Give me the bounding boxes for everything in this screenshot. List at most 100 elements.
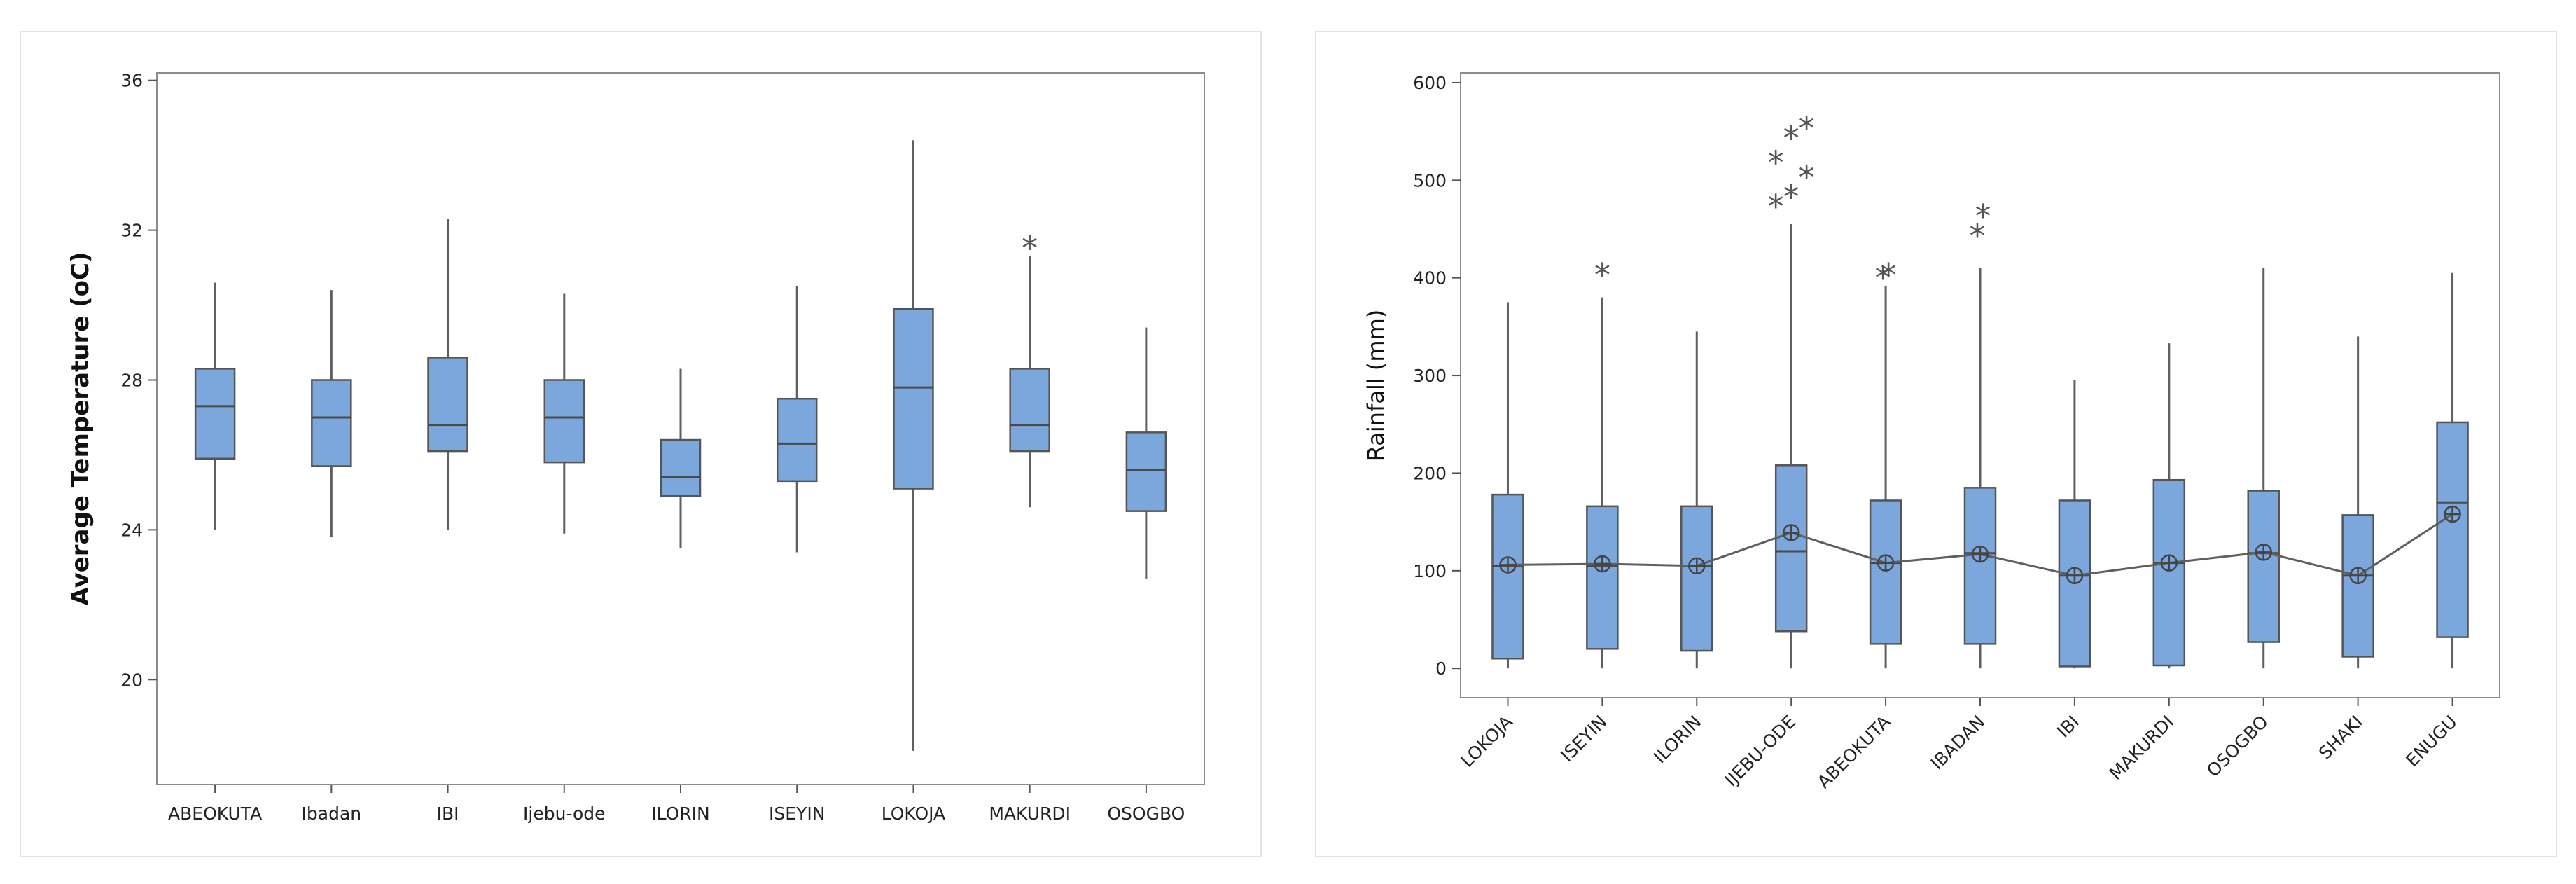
- temperature-chart-panel: 20 24 28 32 36 Average Temperature (oC) ABEOKU…: [20, 31, 1262, 857]
- x-tick-label: ISEYIN: [1557, 712, 1610, 766]
- iqr-box: [1125, 431, 1167, 512]
- box-osogbo: [2247, 268, 2280, 669]
- y-tick-label: 0: [1435, 658, 1447, 679]
- y-tick-label: 36: [120, 71, 143, 91]
- y-axis-label: Rainfall (mm): [1363, 310, 1389, 461]
- iqr-box: [2152, 478, 2186, 667]
- iqr-box: [1009, 368, 1050, 453]
- y-tick-label: 28: [120, 370, 143, 390]
- box-ibi: [2058, 380, 2091, 669]
- x-tick-label: ENUGU: [2402, 712, 2460, 771]
- iqr-box: [1963, 487, 1997, 645]
- x-tick-label: SHAKI: [2315, 712, 2367, 764]
- outlier-marker: *: [1881, 256, 1897, 294]
- mean-marker: [1782, 524, 1800, 541]
- box-ijebu-ode: * **** *: [1768, 110, 1815, 669]
- x-tick-label: LOKOJA: [882, 803, 945, 824]
- rainfall-boxplot: 0 100 200 300 400 500 600 Rainfall (mm) LOKOJA IS…: [1363, 72, 2500, 792]
- box-ibadan: [311, 290, 352, 538]
- mean-marker: [1877, 554, 1895, 572]
- y-tick-label: 24: [120, 520, 143, 540]
- iqr-box: [893, 308, 934, 490]
- iqr-box: [543, 379, 585, 464]
- mean-marker: [1971, 545, 1989, 563]
- y-tick-label: 100: [1413, 561, 1447, 581]
- iqr-box: [2247, 490, 2280, 643]
- mean-marker: [1594, 555, 1611, 573]
- iqr-box: [1869, 499, 1902, 645]
- box-shaki: [2341, 336, 2374, 669]
- outlier-marker: *: [1022, 230, 1038, 268]
- iqr-box: [1491, 493, 1524, 660]
- x-tick-label: ILORIN: [651, 803, 710, 824]
- x-tick-label: IJEBU-ODE: [1721, 712, 1800, 791]
- box-iseyin: *: [1586, 256, 1619, 669]
- x-tick-label: Ijebu-ode: [523, 803, 605, 824]
- iqr-box: [1680, 505, 1713, 652]
- y-tick-label: 400: [1413, 268, 1447, 289]
- x-tick-label: OSOGBO: [2203, 712, 2272, 781]
- rainfall-chart-panel: 0 100 200 300 400 500 600 Rainfall (mm) LOKOJA IS…: [1315, 31, 2557, 857]
- outlier-marker: *: [1799, 110, 1815, 148]
- mean-marker: [2066, 567, 2084, 585]
- box-osogbo: [1125, 327, 1167, 579]
- x-tick-label: MAKURDI: [2105, 712, 2178, 784]
- outlier-marker: *: [1594, 256, 1610, 294]
- y-tick-label: 500: [1413, 170, 1447, 191]
- x-tick-label: ABEOKUTA: [168, 803, 262, 824]
- x-tick-label: IBI: [2053, 712, 2083, 742]
- mean-marker: [2444, 505, 2461, 523]
- mean-marker: [2349, 567, 2367, 585]
- y-tick-label: 200: [1413, 463, 1447, 483]
- x-tick-label: ILORIN: [1650, 712, 1706, 768]
- y-tick-label: 300: [1413, 366, 1447, 386]
- y-axis-label: Average Temperature (oC): [67, 251, 95, 605]
- box-lokoja: [1491, 302, 1524, 669]
- box-makurdi: *: [1009, 230, 1050, 508]
- outlier-marker: *: [1768, 144, 1784, 181]
- iqr-box: [311, 379, 352, 467]
- box-iseyin: [776, 286, 818, 553]
- outlier-marker: *: [1783, 178, 1799, 216]
- outlier-marker: *: [1799, 158, 1815, 196]
- iqr-box: [1774, 464, 1808, 633]
- box-ilorin: [660, 368, 702, 549]
- y-tick-label: 20: [120, 670, 143, 690]
- outlier-marker: *: [1970, 217, 1986, 255]
- mean-marker: [1499, 556, 1517, 574]
- y-tick-label: 600: [1413, 73, 1447, 93]
- x-tick-label: LOKOJA: [1457, 712, 1517, 771]
- box-ilorin: [1680, 331, 1713, 669]
- mean-marker: [2160, 554, 2178, 572]
- iqr-box: [776, 397, 818, 483]
- box-ibadan: **: [1963, 198, 1997, 669]
- outlier-marker: *: [1975, 198, 1991, 235]
- x-tick-label: MAKURDI: [989, 803, 1071, 824]
- iqr-box: [2341, 514, 2374, 658]
- x-tick-label: ISEYIN: [769, 803, 825, 824]
- iqr-box: [194, 368, 236, 460]
- outlier-marker: *: [1768, 188, 1784, 226]
- mean-marker: [1688, 557, 1706, 575]
- outlier-marker: *: [1875, 259, 1891, 297]
- box-abeokuta: **: [1869, 256, 1902, 669]
- box-ijebu-ode: [543, 293, 585, 534]
- outlier-marker: *: [1783, 120, 1799, 158]
- box-abeokuta: [194, 282, 236, 530]
- temperature-boxplot: 20 24 28 32 36 Average Temperature (oC) ABEOKU…: [67, 71, 1205, 824]
- y-tick-label: 32: [120, 221, 143, 241]
- box-makurdi: [2152, 343, 2186, 669]
- box-enugu: [2436, 272, 2469, 669]
- iqr-box: [1586, 505, 1619, 650]
- x-tick-label: Ibadan: [302, 803, 362, 824]
- x-tick-label: ABEOKUTA: [1813, 712, 1894, 792]
- x-tick-label: IBI: [437, 803, 459, 824]
- iqr-box: [427, 357, 468, 453]
- box-lokoja: [893, 140, 934, 751]
- box-ibi: [427, 219, 468, 530]
- iqr-box: [660, 438, 702, 497]
- x-tick-label: IBADAN: [1927, 712, 1989, 774]
- iqr-box: [2436, 421, 2469, 638]
- x-tick-label: OSOGBO: [1107, 803, 1185, 824]
- mean-marker: [2255, 544, 2272, 561]
